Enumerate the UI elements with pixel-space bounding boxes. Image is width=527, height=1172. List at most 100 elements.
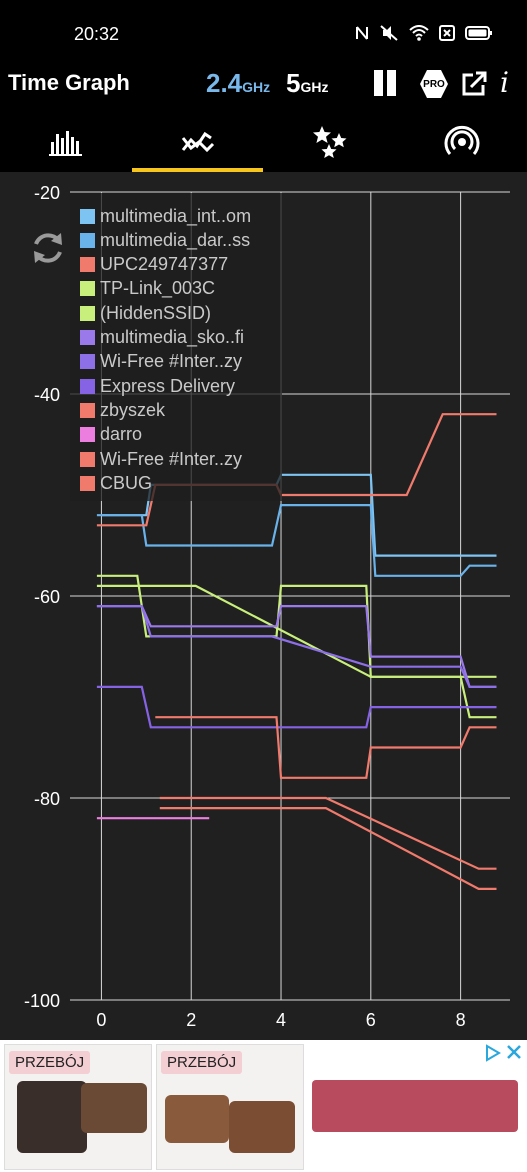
ad-badge: PRZEBÓJ — [161, 1051, 243, 1074]
ad-product-image-3[interactable] — [312, 1080, 518, 1132]
legend-swatch — [80, 330, 95, 345]
bar-chart-icon — [48, 131, 82, 156]
info-button[interactable]: i — [500, 66, 509, 99]
legend-item: Wi-Free #Inter..zy — [80, 448, 242, 470]
refresh-button[interactable] — [28, 228, 68, 268]
stars-icon — [312, 126, 346, 158]
legend-label: multimedia_sko..fi — [100, 327, 245, 347]
legend-item: darro — [80, 424, 142, 446]
series-line — [96, 605, 497, 689]
band-unit-label: GHz — [300, 79, 329, 95]
series-line — [96, 584, 497, 719]
ad-product-card-1[interactable]: PRZEBÓJ — [4, 1044, 152, 1170]
pause-icon — [387, 70, 396, 96]
product-image — [81, 1083, 147, 1133]
x-tick-label: 2 — [186, 1010, 196, 1030]
series-line — [159, 796, 497, 870]
status-icons — [355, 24, 493, 48]
legend-label: darro — [100, 424, 143, 445]
legend-label: Express Delivery — [100, 375, 236, 396]
y-tick-label: -40 — [34, 385, 60, 405]
time-graph-icon — [181, 131, 214, 153]
tab-channel-graph[interactable] — [0, 112, 131, 172]
legend-item: multimedia_sko..fi — [80, 327, 244, 349]
battery-icon — [465, 25, 493, 47]
series-line — [96, 605, 497, 689]
legend-swatch — [80, 208, 95, 224]
ad-banner[interactable]: PRZEBÓJ PRZEBÓJ — [0, 1040, 527, 1172]
status-bar: 20:32 — [0, 0, 527, 70]
pause-icon — [374, 70, 383, 96]
band-2-4-label: 2.4 — [206, 68, 243, 98]
legend-swatch — [80, 281, 95, 297]
band-2-4ghz-button[interactable]: 2.4GHz — [206, 68, 270, 99]
y-tick-label: -100 — [24, 991, 60, 1011]
legend-item: Express Delivery — [80, 375, 235, 397]
page-title: Time Graph — [8, 70, 130, 95]
pause-button[interactable] — [372, 70, 398, 96]
tab-bar — [0, 112, 527, 172]
band-5ghz-button[interactable]: 5GHz — [286, 68, 328, 99]
tab-channel-rating[interactable] — [264, 112, 395, 172]
legend-swatch — [80, 475, 95, 491]
series-line — [96, 685, 497, 729]
legend-label: UPC249747377 — [100, 254, 229, 275]
chart-legend: multimedia_int..om multimedia_dar..ss UPC2… — [70, 193, 282, 501]
series-line — [155, 716, 497, 779]
share-export-button[interactable] — [460, 70, 488, 98]
external-link-icon — [462, 71, 487, 96]
pro-label: PRO — [423, 78, 445, 90]
legend-label: Wi-Free #Inter..zy — [100, 351, 243, 372]
x-tick-label: 8 — [456, 1010, 466, 1030]
legend-swatch — [80, 232, 95, 248]
legend-label: multimedia_int..om — [100, 205, 252, 226]
signal-radar-icon — [444, 125, 479, 155]
legend-label: Wi-Free #Inter..zy — [100, 448, 243, 469]
y-tick-label: -60 — [34, 587, 60, 607]
legend-item: UPC249747377 — [80, 254, 228, 276]
band-5-label: 5 — [286, 68, 301, 98]
product-image — [165, 1095, 229, 1143]
legend-label: multimedia_dar..ss — [100, 229, 251, 250]
legend-item: (HiddenSSID) — [80, 302, 211, 324]
series-line — [159, 806, 497, 891]
legend-item: Wi-Free #Inter..zy — [80, 351, 242, 373]
time-graph-chart: 0 2 4 6 8 -20 -40 -60 -80 -100 — [24, 183, 510, 1030]
legend-label: zbyszek — [100, 399, 166, 420]
legend-swatch — [80, 305, 95, 321]
legend-swatch — [80, 354, 95, 370]
refresh-icon — [34, 233, 62, 263]
x-tick-label: 4 — [276, 1010, 286, 1030]
x-tick-label: 6 — [366, 1010, 376, 1030]
ad-badge: PRZEBÓJ — [9, 1051, 91, 1074]
wifi-icon — [409, 25, 429, 47]
no-sim-icon — [439, 24, 455, 48]
legend-item: multimedia_int..om — [80, 205, 251, 227]
legend-swatch — [80, 451, 95, 467]
product-image — [229, 1101, 295, 1153]
legend-swatch — [80, 378, 95, 394]
app-bar: Time Graph 2.4GHz 5GHz PRO i — [0, 62, 527, 110]
ad-close-icon[interactable] — [506, 1044, 522, 1065]
status-time: 20:32 — [74, 24, 120, 44]
ad-product-card-2[interactable]: PRZEBÓJ — [156, 1044, 304, 1170]
band-unit-label: GHz — [242, 79, 271, 95]
legend-swatch — [80, 427, 95, 443]
series-line — [96, 504, 497, 577]
y-tick-label: -80 — [34, 789, 60, 809]
product-image — [17, 1081, 87, 1153]
legend-label: CBUG — [100, 472, 153, 493]
tab-access-points[interactable] — [396, 112, 527, 172]
tab-time-graph[interactable] — [132, 112, 263, 172]
adchoices-icon[interactable] — [484, 1044, 502, 1067]
legend-item: zbyszek — [80, 399, 165, 421]
mute-vibrate-icon — [379, 24, 399, 48]
pro-button[interactable]: PRO — [420, 70, 448, 98]
legend-label: (HiddenSSID) — [100, 302, 212, 323]
legend-label: TP-Link_003C — [100, 278, 216, 299]
legend-item: TP-Link_003C — [80, 278, 215, 300]
y-tick-label: -20 — [34, 183, 60, 203]
legend-swatch — [80, 257, 95, 273]
nfc-icon — [355, 24, 369, 48]
legend-item: CBUG — [80, 472, 152, 494]
